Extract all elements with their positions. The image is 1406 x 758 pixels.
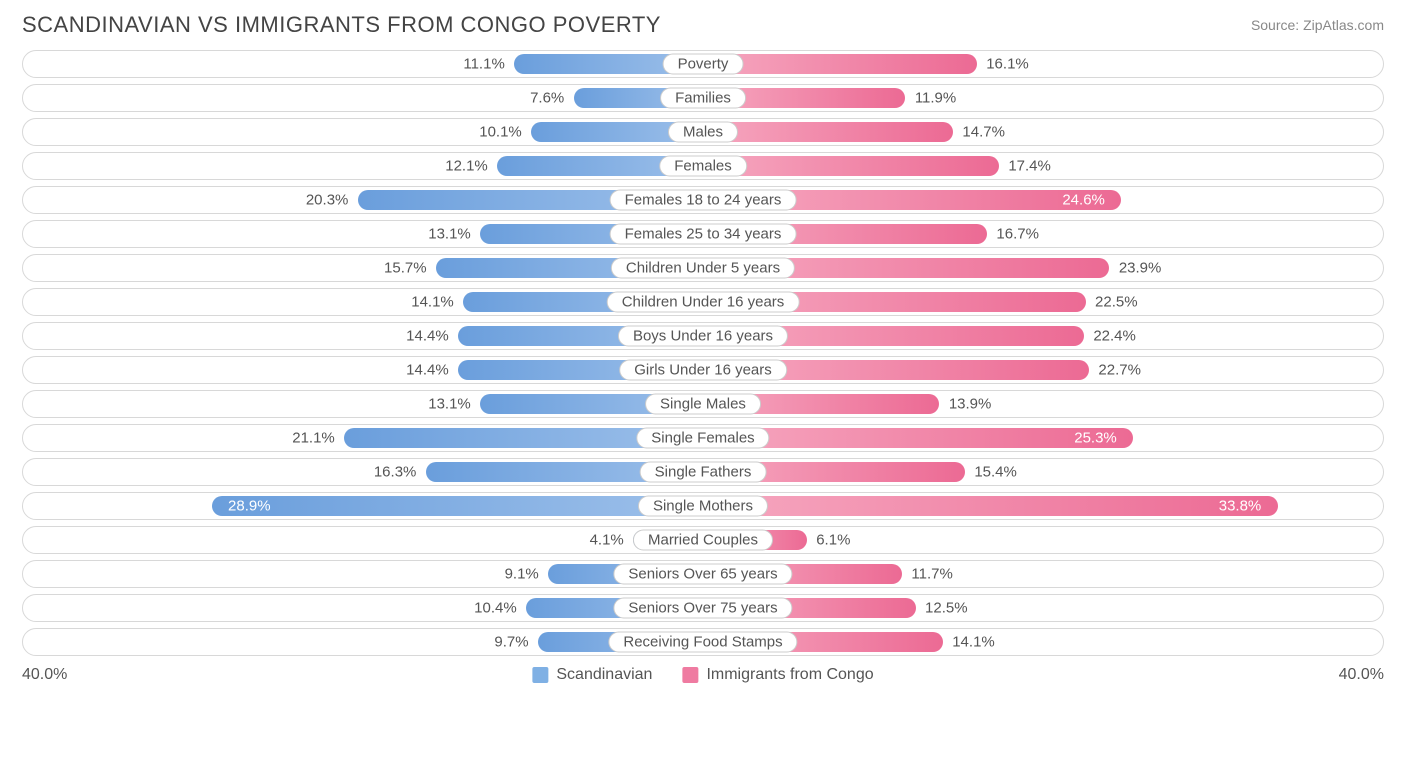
chart-row: 9.1% 11.7% Seniors Over 65 years xyxy=(22,560,1384,588)
value-label-right: 33.8% xyxy=(1219,498,1262,515)
value-label-right: 6.1% xyxy=(816,532,850,549)
value-label-left: 13.1% xyxy=(428,396,471,413)
category-label: Single Males xyxy=(645,394,761,415)
category-label: Single Mothers xyxy=(638,496,768,517)
source-attribution: Source: ZipAtlas.com xyxy=(1251,17,1384,33)
value-label-left: 14.4% xyxy=(406,328,449,345)
chart-row: 14.4% 22.7% Girls Under 16 years xyxy=(22,356,1384,384)
axis-max-right: 40.0% xyxy=(1339,666,1384,684)
value-label-right: 14.7% xyxy=(962,124,1005,141)
bar-left xyxy=(212,496,703,516)
chart-title: SCANDINAVIAN VS IMMIGRANTS FROM CONGO PO… xyxy=(22,12,661,38)
chart-row: 9.7% 14.1% Receiving Food Stamps xyxy=(22,628,1384,656)
bar-right xyxy=(703,122,953,142)
chart-row: 10.1% 14.7% Males xyxy=(22,118,1384,146)
value-label-left: 11.1% xyxy=(463,56,504,73)
legend-label: Immigrants from Congo xyxy=(706,666,873,684)
chart-row: 13.1% 13.9% Single Males xyxy=(22,390,1384,418)
chart-row: 4.1% 6.1% Married Couples xyxy=(22,526,1384,554)
chart-row: 12.1% 17.4% Females xyxy=(22,152,1384,180)
chart-row: 16.3% 15.4% Single Fathers xyxy=(22,458,1384,486)
chart-row: 11.1% 16.1% Poverty xyxy=(22,50,1384,78)
chart-row: 13.1% 16.7% Females 25 to 34 years xyxy=(22,220,1384,248)
value-label-left: 16.3% xyxy=(374,464,417,481)
category-label: Children Under 5 years xyxy=(611,258,795,279)
value-label-left: 10.1% xyxy=(479,124,522,141)
value-label-right: 25.3% xyxy=(1074,430,1117,447)
chart-row: 15.7% 23.9% Children Under 5 years xyxy=(22,254,1384,282)
value-label-right: 22.7% xyxy=(1098,362,1141,379)
value-label-right: 15.4% xyxy=(974,464,1017,481)
category-label: Males xyxy=(668,122,738,143)
category-label: Seniors Over 75 years xyxy=(613,598,792,619)
legend-item-scandinavian: Scandinavian xyxy=(532,666,652,684)
category-label: Females 25 to 34 years xyxy=(610,224,797,245)
chart-row: 14.4% 22.4% Boys Under 16 years xyxy=(22,322,1384,350)
chart-row: 10.4% 12.5% Seniors Over 75 years xyxy=(22,594,1384,622)
chart-row: 7.6% 11.9% Families xyxy=(22,84,1384,112)
value-label-right: 12.5% xyxy=(925,600,968,617)
value-label-right: 22.4% xyxy=(1093,328,1136,345)
value-label-left: 20.3% xyxy=(306,192,349,209)
category-label: Seniors Over 65 years xyxy=(613,564,792,585)
legend-item-immigrants: Immigrants from Congo xyxy=(682,666,873,684)
category-label: Married Couples xyxy=(633,530,773,551)
value-label-left: 9.7% xyxy=(494,634,528,651)
category-label: Children Under 16 years xyxy=(607,292,800,313)
value-label-right: 11.9% xyxy=(915,90,956,107)
category-label: Single Fathers xyxy=(640,462,767,483)
bar-right xyxy=(703,156,999,176)
value-label-right: 24.6% xyxy=(1062,192,1105,209)
value-label-left: 13.1% xyxy=(428,226,471,243)
bar-right xyxy=(703,496,1278,516)
chart-row: 14.1% 22.5% Children Under 16 years xyxy=(22,288,1384,316)
value-label-left: 14.1% xyxy=(411,294,454,311)
axis-row: 40.0% Scandinavian Immigrants from Congo… xyxy=(0,662,1406,684)
category-label: Poverty xyxy=(663,54,744,75)
value-label-left: 28.9% xyxy=(228,498,271,515)
axis-max-left: 40.0% xyxy=(22,666,67,684)
chart-row: 20.3% 24.6% Females 18 to 24 years xyxy=(22,186,1384,214)
category-label: Boys Under 16 years xyxy=(618,326,788,347)
value-label-left: 9.1% xyxy=(505,566,539,583)
chart-row: 28.9% 33.8% Single Mothers xyxy=(22,492,1384,520)
value-label-left: 12.1% xyxy=(445,158,488,175)
value-label-left: 7.6% xyxy=(530,90,564,107)
category-label: Single Females xyxy=(636,428,769,449)
legend: Scandinavian Immigrants from Congo xyxy=(532,666,873,684)
category-label: Receiving Food Stamps xyxy=(608,632,797,653)
value-label-right: 13.9% xyxy=(949,396,992,413)
chart-area: 11.1%16.1%Poverty7.6%11.9%Families10.1%1… xyxy=(0,46,1406,656)
category-label: Families xyxy=(660,88,746,109)
value-label-right: 16.1% xyxy=(986,56,1029,73)
value-label-left: 21.1% xyxy=(292,430,335,447)
value-label-left: 14.4% xyxy=(406,362,449,379)
legend-swatch-icon xyxy=(682,667,698,683)
value-label-left: 10.4% xyxy=(474,600,517,617)
value-label-right: 17.4% xyxy=(1008,158,1051,175)
value-label-right: 22.5% xyxy=(1095,294,1138,311)
value-label-right: 16.7% xyxy=(996,226,1039,243)
value-label-right: 11.7% xyxy=(911,566,952,583)
category-label: Girls Under 16 years xyxy=(619,360,787,381)
category-label: Females 18 to 24 years xyxy=(610,190,797,211)
legend-swatch-icon xyxy=(532,667,548,683)
value-label-left: 15.7% xyxy=(384,260,427,277)
category-label: Females xyxy=(659,156,747,177)
value-label-right: 14.1% xyxy=(952,634,995,651)
bar-right xyxy=(703,54,977,74)
legend-label: Scandinavian xyxy=(556,666,652,684)
value-label-right: 23.9% xyxy=(1119,260,1162,277)
chart-row: 21.1% 25.3% Single Females xyxy=(22,424,1384,452)
value-label-left: 4.1% xyxy=(590,532,624,549)
